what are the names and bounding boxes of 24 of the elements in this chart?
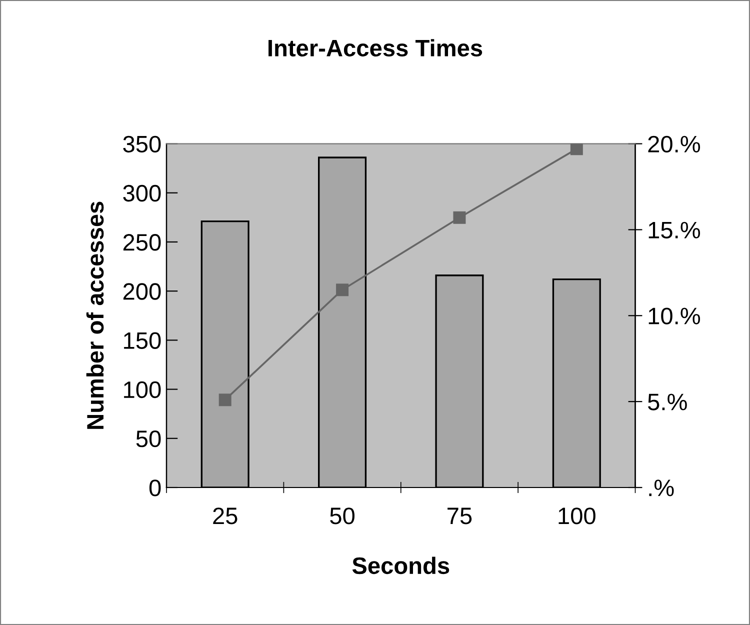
point: [218, 394, 232, 406]
y2-tick-label: 15.%: [648, 222, 700, 238]
y-tick-label: 350: [123, 136, 161, 153]
y2-tick-label: 10.%: [648, 308, 700, 324]
point: [453, 211, 466, 224]
y-axis-title: Number of accesses: [86, 202, 104, 429]
x-tick-label: 75: [448, 508, 472, 524]
x-tick-label: 50: [330, 508, 354, 524]
y2-tick-label: .%: [649, 480, 674, 496]
y-tick-label: 200: [123, 283, 161, 300]
chart-title: Inter-Access Times: [268, 39, 482, 56]
x-axis-title: Seconds: [352, 556, 450, 574]
x-tick-label: 100: [558, 508, 596, 524]
y2-tick-label: 20.%: [648, 136, 700, 153]
y-tick-label: 250: [123, 234, 161, 251]
y-tick-label: 150: [124, 332, 161, 349]
y-tick-label: 300: [123, 184, 161, 202]
y2-tick-label: 5.%: [648, 394, 687, 410]
y-tick-label: 100: [124, 381, 161, 398]
x-tick-label: 25: [213, 508, 238, 524]
y-tick-label: 0: [149, 480, 161, 496]
point: [570, 144, 583, 156]
point: [336, 284, 349, 296]
y-tick-label: 50: [136, 430, 161, 448]
